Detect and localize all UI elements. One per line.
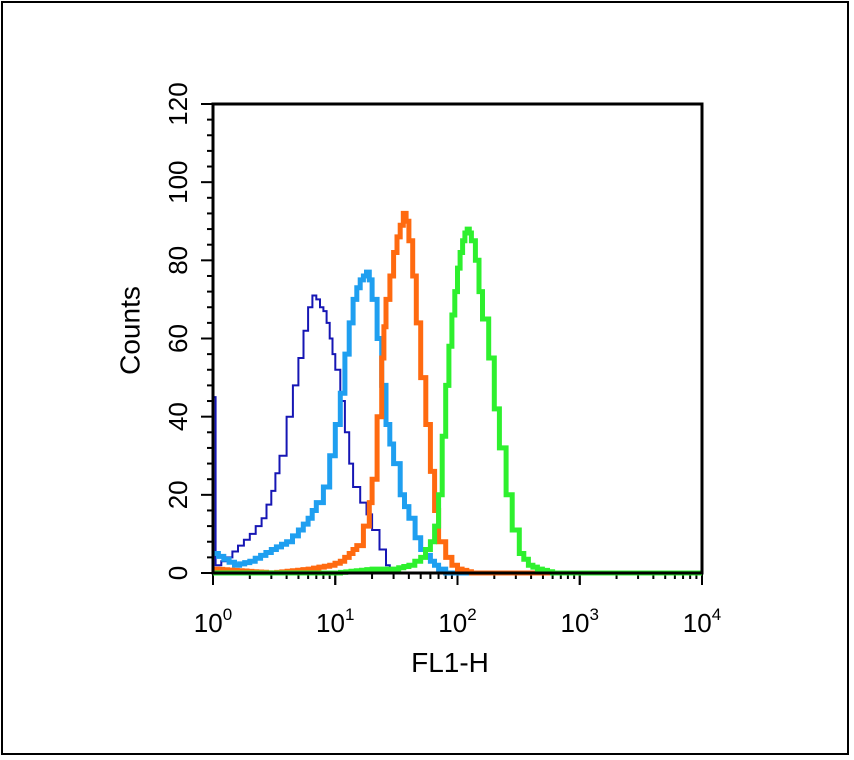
x-axis-title: FL1-H — [411, 647, 489, 678]
x-tick-base: 10 — [683, 608, 712, 638]
y-tick-label: 120 — [163, 82, 193, 125]
x-tick-exponent: 0 — [223, 605, 232, 624]
x-tick-label: 101 — [316, 605, 354, 638]
x-tick-exponent: 1 — [345, 605, 354, 624]
y-tick-label: 40 — [163, 402, 193, 431]
x-tick-exponent: 2 — [467, 605, 476, 624]
histogram-series-4 — [213, 226, 702, 576]
x-tick-label: 102 — [438, 605, 476, 638]
y-tick-label: 20 — [163, 480, 193, 509]
x-tick-base: 10 — [316, 608, 345, 638]
y-tick-label: 100 — [163, 160, 193, 203]
x-tick-label: 100 — [194, 605, 232, 638]
x-tick-label: 103 — [561, 605, 599, 638]
x-ticks: 100 101 102 103 104 — [194, 573, 721, 638]
y-ticks: 0 20 40 60 80 100 120 — [163, 82, 213, 580]
y-axis-title: Counts — [115, 286, 146, 375]
y-tick-label: 80 — [163, 246, 193, 275]
y-tick-label: 0 — [163, 566, 193, 580]
series-layer — [213, 210, 702, 576]
plot-area-border — [211, 102, 704, 575]
x-tick-exponent: 4 — [712, 605, 721, 624]
histogram-series-1 — [213, 294, 702, 574]
x-tick-base: 10 — [194, 608, 223, 638]
x-axis: 100 101 102 103 104 FL1-H — [194, 573, 721, 678]
x-tick-base: 10 — [561, 608, 590, 638]
y-axis: 0 20 40 60 80 100 120 Counts — [115, 82, 215, 580]
y-tick-label: 60 — [163, 324, 193, 353]
x-tick-exponent: 3 — [589, 605, 598, 624]
x-tick-label: 104 — [683, 605, 721, 638]
x-tick-base: 10 — [438, 608, 467, 638]
